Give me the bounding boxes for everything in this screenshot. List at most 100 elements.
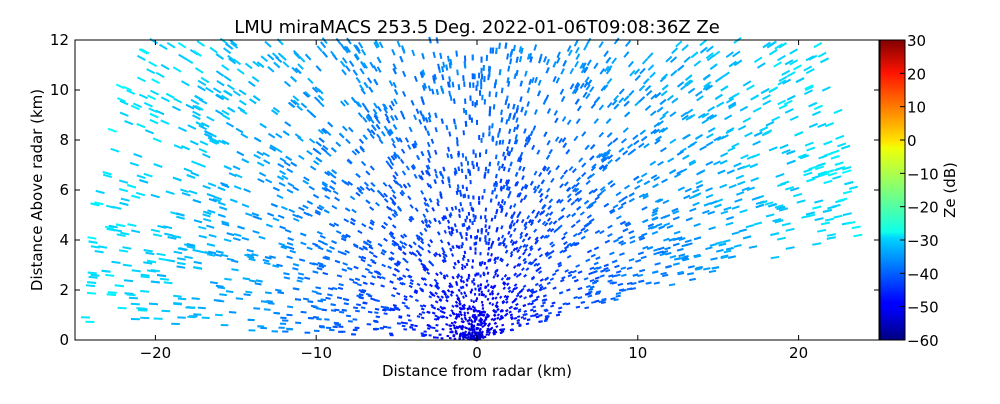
radar-gate — [592, 282, 597, 283]
radar-gate — [390, 105, 393, 110]
radar-gate — [760, 127, 768, 131]
radar-gate — [157, 254, 166, 256]
radar-gate — [434, 279, 436, 281]
radar-gate — [563, 117, 566, 122]
radar-gate — [457, 142, 458, 147]
radar-gate — [244, 294, 251, 295]
colorbar-tick-label: −30 — [907, 232, 939, 250]
radar-gate — [207, 194, 215, 197]
radar-gate — [441, 296, 443, 298]
radar-gate — [563, 303, 567, 304]
radar-gate — [218, 187, 225, 190]
radar-gate — [457, 70, 458, 76]
radar-gate — [371, 188, 375, 192]
radar-gate — [397, 323, 401, 324]
radar-gate — [753, 141, 761, 145]
radar-gate — [317, 46, 322, 52]
radar-gate — [548, 109, 551, 114]
radar-gate — [590, 287, 594, 288]
radar-gate — [493, 310, 495, 312]
radar-gate — [391, 295, 395, 296]
radar-gate — [489, 323, 491, 325]
radar-gate — [367, 265, 371, 267]
radar-gate — [509, 139, 510, 144]
radar-gate — [403, 171, 406, 175]
radar-gate — [350, 61, 354, 67]
radar-gate — [589, 191, 593, 194]
radar-gate — [454, 322, 456, 323]
radar-gate — [832, 176, 841, 179]
radar-gate — [344, 219, 349, 222]
radar-gate — [615, 38, 619, 44]
radar-gate — [574, 136, 577, 140]
radar-gate — [495, 261, 496, 264]
radar-gate — [756, 205, 764, 208]
radar-gate — [415, 290, 418, 292]
radar-gate — [751, 95, 759, 99]
radar-gate — [516, 275, 518, 277]
radar-gate — [482, 335, 484, 336]
radar-gate — [500, 140, 501, 145]
radar-gate — [497, 314, 499, 316]
radar-gate — [736, 176, 744, 179]
radar-gate — [291, 77, 297, 82]
radar-gate — [385, 114, 388, 119]
radar-gate — [751, 178, 759, 181]
radar-gate — [453, 266, 454, 269]
radar-gate — [547, 282, 550, 284]
radar-gate — [422, 53, 424, 59]
radar-gate — [324, 210, 329, 213]
radar-gate — [228, 108, 235, 112]
radar-gate — [639, 86, 644, 91]
radar-gate — [543, 221, 546, 224]
radar-gate — [446, 65, 447, 71]
radar-gate — [548, 206, 551, 209]
radar-gate — [517, 250, 519, 253]
radar-gate — [441, 240, 443, 243]
radar-gate — [821, 58, 829, 62]
radar-gate — [736, 192, 744, 195]
radar-gate — [521, 199, 523, 203]
radar-gate — [528, 88, 530, 93]
radar-gate — [160, 279, 169, 280]
radar-gate — [610, 184, 615, 187]
radar-gate — [557, 58, 560, 64]
radar-gate — [389, 208, 392, 211]
radar-gate — [137, 56, 145, 60]
radar-gate — [696, 185, 703, 188]
radar-gate — [553, 76, 556, 82]
radar-gate — [575, 61, 578, 67]
radar-gate — [535, 110, 537, 115]
radar-gate — [361, 307, 365, 308]
radar-gate — [437, 199, 439, 203]
radar-gate — [319, 102, 324, 107]
radar-gate — [598, 193, 602, 196]
radar-gate — [214, 300, 222, 301]
radar-gate — [485, 286, 486, 289]
radar-gate — [456, 281, 457, 284]
radar-gate — [581, 83, 584, 88]
radar-gate — [120, 113, 128, 116]
radar-gate — [576, 54, 579, 60]
radar-gate — [420, 111, 422, 116]
radar-gate — [357, 284, 362, 285]
radar-gate — [500, 69, 501, 75]
radar-gate — [353, 282, 358, 283]
radar-gate — [812, 207, 821, 209]
radar-gate — [341, 101, 345, 106]
radar-gate — [435, 315, 438, 316]
radar-gate — [500, 242, 501, 245]
radar-gate — [644, 144, 649, 148]
radar-gate — [303, 181, 308, 184]
radar-gate — [429, 154, 431, 159]
radar-gate — [448, 179, 449, 183]
radar-gate — [456, 333, 458, 334]
radar-gate — [672, 48, 678, 53]
radar-gate — [495, 297, 497, 299]
radar-gate — [559, 138, 562, 143]
radar-gate — [429, 261, 431, 264]
radar-gate — [382, 265, 386, 267]
radar-gate — [151, 195, 160, 198]
radar-gate — [523, 285, 526, 287]
radar-gate — [193, 200, 201, 203]
